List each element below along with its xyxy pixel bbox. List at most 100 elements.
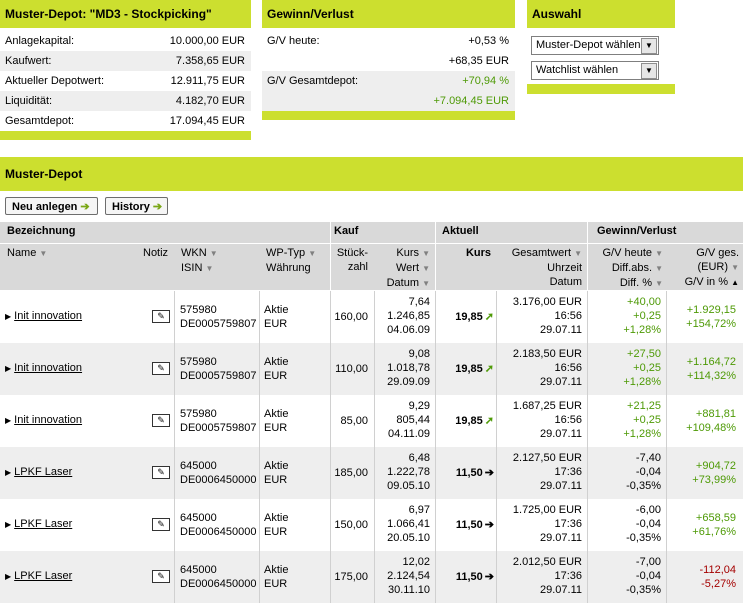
sort-gvheute[interactable]: G/V heute ▼ Diff.abs. ▼ Diff. % ▼: [590, 246, 663, 291]
history-button[interactable]: History ➔: [105, 197, 168, 215]
sort-gvges[interactable]: G/V ges. (EUR) ▼ G/V in % ▲: [670, 246, 739, 290]
row-divider: [374, 343, 375, 395]
wkn-isin-cell: 575980 DE0005759807: [180, 407, 256, 435]
header-name-label: Name: [7, 247, 37, 259]
security-name[interactable]: Init innovation: [14, 310, 83, 322]
gv-total-value: -112,04: [699, 564, 737, 576]
note-edit-icon[interactable]: ✎: [152, 362, 170, 375]
sort-arrow-icon: ▼: [731, 263, 739, 272]
purchase-value: 805,44: [396, 414, 430, 426]
gv-today-cell: +40,00 +0,25 +1,28%: [590, 295, 661, 337]
security-name-link[interactable]: ▶ Init innovation: [5, 414, 82, 426]
row-divider: [666, 395, 667, 447]
row-divider: [174, 551, 175, 603]
table-row: ▶ LPKF Laser ✎ 645000 DE0006450000 Aktie EUR 18…: [0, 447, 743, 499]
expand-triangle-icon[interactable]: ▶: [5, 364, 12, 373]
purchase-price: 7,64: [408, 296, 430, 308]
security-name-link[interactable]: ▶ Init innovation: [5, 362, 82, 374]
sort-arrow-icon: ▼: [655, 249, 663, 258]
sort-wkn[interactable]: WKN ▼ ISIN ▼: [181, 246, 218, 276]
note-edit-icon[interactable]: ✎: [152, 414, 170, 427]
depot-summary-value: 7.358,65 EUR: [175, 55, 245, 67]
total-value: 1.725,00 EUR: [512, 504, 582, 516]
diff-abs-value: +0,25: [633, 310, 661, 322]
expand-triangle-icon[interactable]: ▶: [5, 572, 12, 581]
gv-total-value: +904,72: [695, 460, 736, 472]
header-adatum-label: Datum: [549, 276, 582, 288]
security-name-link[interactable]: ▶ LPKF Laser: [5, 518, 72, 530]
sort-wptyp[interactable]: WP-Typ ▼ Währung: [266, 246, 316, 275]
sort-aktuell[interactable]: Gesamtwert ▼ Uhrzeit Datum: [496, 246, 582, 289]
current-price-cell: 19,85 ➚: [440, 362, 494, 375]
row-divider: [666, 447, 667, 499]
purchase-date: 04.11.09: [387, 428, 430, 440]
row-divider: [330, 499, 331, 551]
gv-total-cell: +658,59 +61,76%: [666, 511, 736, 539]
gv-today-value: -7,00: [635, 556, 661, 568]
expand-triangle-icon[interactable]: ▶: [5, 468, 12, 477]
diff-pct-value: -0,35%: [626, 532, 661, 544]
depot-summary-label: Anlagekapital:: [5, 35, 75, 47]
depot-summary-row: Aktueller Depotwert: 12.911,75 EUR: [0, 71, 251, 91]
diff-abs-value: +0,25: [633, 362, 661, 374]
expand-triangle-icon[interactable]: ▶: [5, 520, 12, 529]
wkn-value: 575980: [180, 408, 217, 420]
note-edit-icon[interactable]: ✎: [152, 310, 170, 323]
sort-arrow-icon: ▼: [209, 249, 218, 258]
row-divider: [587, 447, 588, 499]
depot-summary-value: 12.911,75 EUR: [170, 75, 245, 87]
security-name[interactable]: Init innovation: [14, 362, 83, 374]
diff-pct-value: +1,28%: [623, 376, 661, 388]
depot-select[interactable]: Muster-Depot wählen ▼: [531, 36, 659, 55]
quantity-value: 175,00: [334, 571, 368, 583]
gv-today-cell: -7,00 -0,04 -0,35%: [590, 555, 661, 597]
trend-up-icon: ➚: [484, 415, 494, 427]
note-edit-icon[interactable]: ✎: [152, 466, 170, 479]
security-name-link[interactable]: ▶ LPKF Laser: [5, 570, 72, 582]
depot-summary-row: Kaufwert: 7.358,65 EUR: [0, 51, 251, 71]
depot-summary-rows: Anlagekapital: 10.000,00 EUR Kaufwert: 7.35…: [0, 28, 251, 131]
sort-kauf[interactable]: Kurs ▼ Wert ▼ Datum ▼: [374, 246, 430, 291]
depot-summary-value: 17.094,45 EUR: [169, 115, 245, 127]
security-name-link[interactable]: ▶ Init innovation: [5, 310, 82, 322]
type-cell: Aktie EUR: [264, 303, 288, 331]
expand-triangle-icon[interactable]: ▶: [5, 312, 12, 321]
note-edit-icon[interactable]: ✎: [152, 570, 170, 583]
isin-value: DE0006450000: [180, 526, 257, 538]
new-entry-button[interactable]: Neu anlegen ➔: [5, 197, 98, 215]
expand-triangle-icon[interactable]: ▶: [5, 416, 12, 425]
security-name[interactable]: LPKF Laser: [14, 466, 73, 478]
chevron-down-icon[interactable]: ▼: [641, 38, 657, 54]
header-akurs: Kurs: [465, 247, 491, 259]
current-price-cell: 19,85 ➚: [440, 414, 494, 427]
row-divider: [174, 343, 175, 395]
gv-title: Gewinn/Verlust: [262, 0, 515, 28]
row-divider: [435, 447, 436, 499]
security-name-link[interactable]: ▶ LPKF Laser: [5, 466, 72, 478]
current-price: 19,85: [455, 363, 483, 375]
row-divider: [374, 447, 375, 499]
gv-total-label: G/V Gesamtdepot:: [267, 75, 359, 87]
depot-summary-value: 10.000,00 EUR: [169, 35, 245, 47]
chevron-down-icon[interactable]: ▼: [641, 63, 657, 79]
sort-arrow-icon: ▼: [574, 249, 582, 258]
quantity-value: 110,00: [335, 363, 368, 375]
depot-summary-label: Liquidität:: [5, 95, 53, 107]
diff-pct-value: +1,28%: [623, 324, 661, 336]
security-name[interactable]: LPKF Laser: [14, 570, 73, 582]
depot-summary-label: Gesamtdepot:: [5, 115, 75, 127]
row-divider: [330, 395, 331, 447]
security-name[interactable]: Init innovation: [14, 414, 83, 426]
security-name[interactable]: LPKF Laser: [14, 518, 73, 530]
header-waehrung-label: Währung: [266, 262, 311, 274]
current-price-cell: 19,85 ➚: [440, 310, 494, 323]
header-gesamtwert-label: Gesamtwert: [511, 247, 572, 259]
watchlist-select[interactable]: Watchlist wählen ▼: [531, 61, 659, 80]
wkn-value: 575980: [180, 356, 217, 368]
header-isin-label: ISIN: [181, 262, 203, 274]
arrow-right-icon: ➔: [80, 201, 90, 213]
note-edit-icon[interactable]: ✎: [152, 518, 170, 531]
sort-name[interactable]: Name ▼: [7, 246, 47, 261]
depot-summary-value: 4.182,70 EUR: [175, 95, 245, 107]
type-cell: Aktie EUR: [264, 563, 288, 591]
